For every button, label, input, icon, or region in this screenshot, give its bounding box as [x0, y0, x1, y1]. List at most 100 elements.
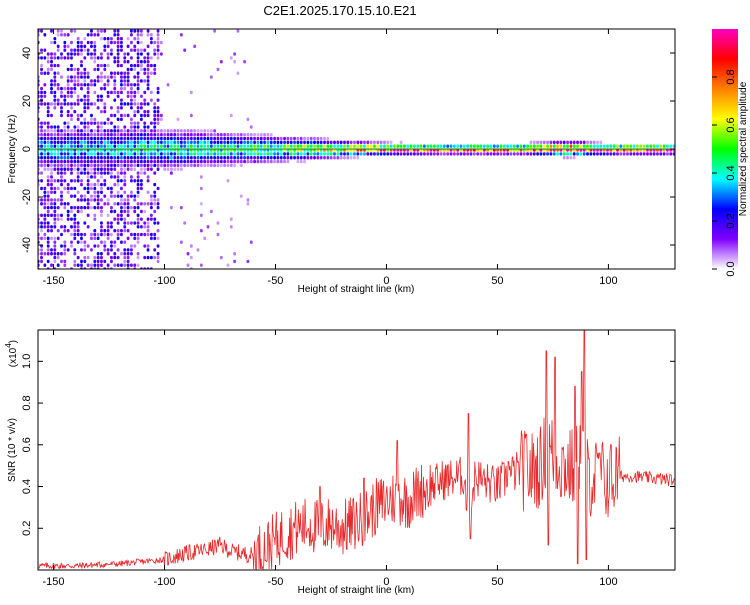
spectrogram-cell — [66, 94, 70, 98]
spectrogram-cell — [63, 229, 67, 233]
spectrogram-cell — [123, 171, 127, 175]
spectrogram-cell — [53, 83, 57, 87]
spectrogram-cell — [149, 133, 153, 137]
spectrogram-cell — [333, 156, 336, 160]
spectrogram-cell — [103, 29, 107, 33]
spectrogram-cell — [279, 156, 283, 160]
spectrogram-cell — [656, 144, 659, 148]
spectrogram-cell — [40, 229, 43, 233]
x-tick-label: 50 — [491, 275, 503, 287]
spectrogram-cell — [246, 133, 250, 137]
spectrogram-cell — [100, 79, 103, 83]
spectrogram-cell — [66, 182, 70, 187]
spectrogram-cell — [56, 144, 60, 148]
spectrogram-cell — [156, 56, 160, 60]
spectrogram-cell — [73, 263, 77, 267]
spectrogram-cell — [73, 194, 77, 198]
spectrogram-cell — [86, 202, 90, 206]
spectrogram-cell — [120, 48, 123, 52]
spectrogram-cell — [266, 136, 270, 141]
spectrogram-cell — [582, 144, 586, 148]
spectrogram-cell — [209, 209, 213, 214]
spectrogram-cell — [73, 156, 77, 160]
spectrogram-cell — [213, 159, 217, 164]
spectrogram-cell — [83, 37, 87, 41]
spectrogram-cell — [229, 217, 233, 221]
spectrogram-cell — [96, 205, 100, 210]
spectrogram-cell — [113, 182, 117, 187]
spectrogram-cell — [83, 205, 87, 210]
spectrogram-cell — [526, 144, 530, 148]
spectrogram-cell — [369, 144, 373, 148]
spectrogram-cell — [223, 159, 227, 164]
spectrogram-cell — [323, 136, 326, 141]
spectrogram-cell — [639, 144, 643, 148]
spectrogram-cell — [90, 171, 93, 175]
spectrogram-cell — [246, 202, 250, 206]
spectrogram-cell — [93, 263, 97, 267]
spectrogram-cell — [249, 156, 253, 160]
spectrogram-cell — [40, 129, 43, 133]
spectrogram-cell — [206, 156, 210, 160]
spectrogram-cell — [90, 33, 93, 37]
spectrogram-cell — [113, 175, 117, 179]
spectrogram-cell — [50, 133, 53, 137]
y-tick-label: 20 — [21, 95, 33, 107]
colorbar-ticks: 0.00.20.40.60.8 — [712, 69, 737, 277]
spectrogram-cell — [56, 63, 60, 68]
spectrogram-cell — [399, 144, 403, 148]
spectrogram-cell — [140, 202, 143, 206]
spectrogram-cell — [76, 171, 80, 175]
spectrogram-cell — [359, 144, 363, 148]
spectrogram-cell — [116, 144, 120, 148]
spectrogram-cell — [213, 152, 217, 156]
spectrogram-cell — [136, 194, 140, 198]
spectrogram-cell — [303, 156, 306, 160]
spectrogram-cell — [50, 205, 53, 210]
spectrogram-cell — [166, 163, 170, 168]
spectrogram-cell — [256, 136, 260, 141]
spectrogram-cell — [163, 159, 167, 164]
spectrogram-cell — [159, 156, 163, 160]
spectrogram-cell — [63, 102, 67, 106]
spectrogram-cell — [56, 236, 60, 241]
spectrogram-cell — [96, 79, 100, 83]
spectrogram-cell — [153, 71, 157, 75]
spectrogram-cell — [223, 144, 227, 148]
spectrogram-cell — [512, 152, 516, 156]
spectrogram-cell — [226, 163, 230, 168]
spectrogram-cell — [110, 175, 113, 179]
spectrogram-cell — [542, 140, 546, 145]
spectrogram-cell — [293, 140, 296, 145]
spectrogram-cell — [286, 152, 290, 156]
spectrogram-cell — [149, 40, 153, 45]
spectrogram-cell — [199, 152, 203, 156]
spectrogram-cell — [106, 229, 110, 233]
spectrogram-cell — [303, 136, 306, 141]
spectrogram-cell — [219, 136, 223, 141]
spectrogram-cell — [153, 113, 157, 118]
spectrogram-cell — [296, 159, 300, 164]
spectrogram-cell — [53, 209, 57, 214]
spectrogram-cell — [496, 144, 500, 148]
spectrogram-cell — [156, 221, 160, 225]
spectrogram-cell — [229, 144, 233, 148]
spectrogram-cell — [53, 179, 57, 183]
spectrogram-cell — [126, 248, 130, 252]
spectrogram-cell — [409, 144, 413, 148]
spectrogram-cell — [96, 29, 100, 33]
spectrogram-cell — [73, 140, 77, 145]
spectrogram-cell — [53, 152, 57, 156]
spectrogram-cell — [596, 140, 599, 145]
spectrogram-cell — [66, 125, 70, 129]
spectrogram-cell — [66, 213, 70, 218]
spectrogram-cell — [646, 152, 649, 156]
spectrogram-cell — [110, 225, 113, 229]
spectrogram-cell — [130, 244, 133, 248]
spectrogram-cell — [146, 152, 150, 156]
spectrogram-cell — [143, 232, 147, 237]
spectrogram-cell — [156, 163, 160, 168]
spectrogram-cell — [146, 86, 150, 91]
spectrogram-cell — [126, 75, 130, 79]
